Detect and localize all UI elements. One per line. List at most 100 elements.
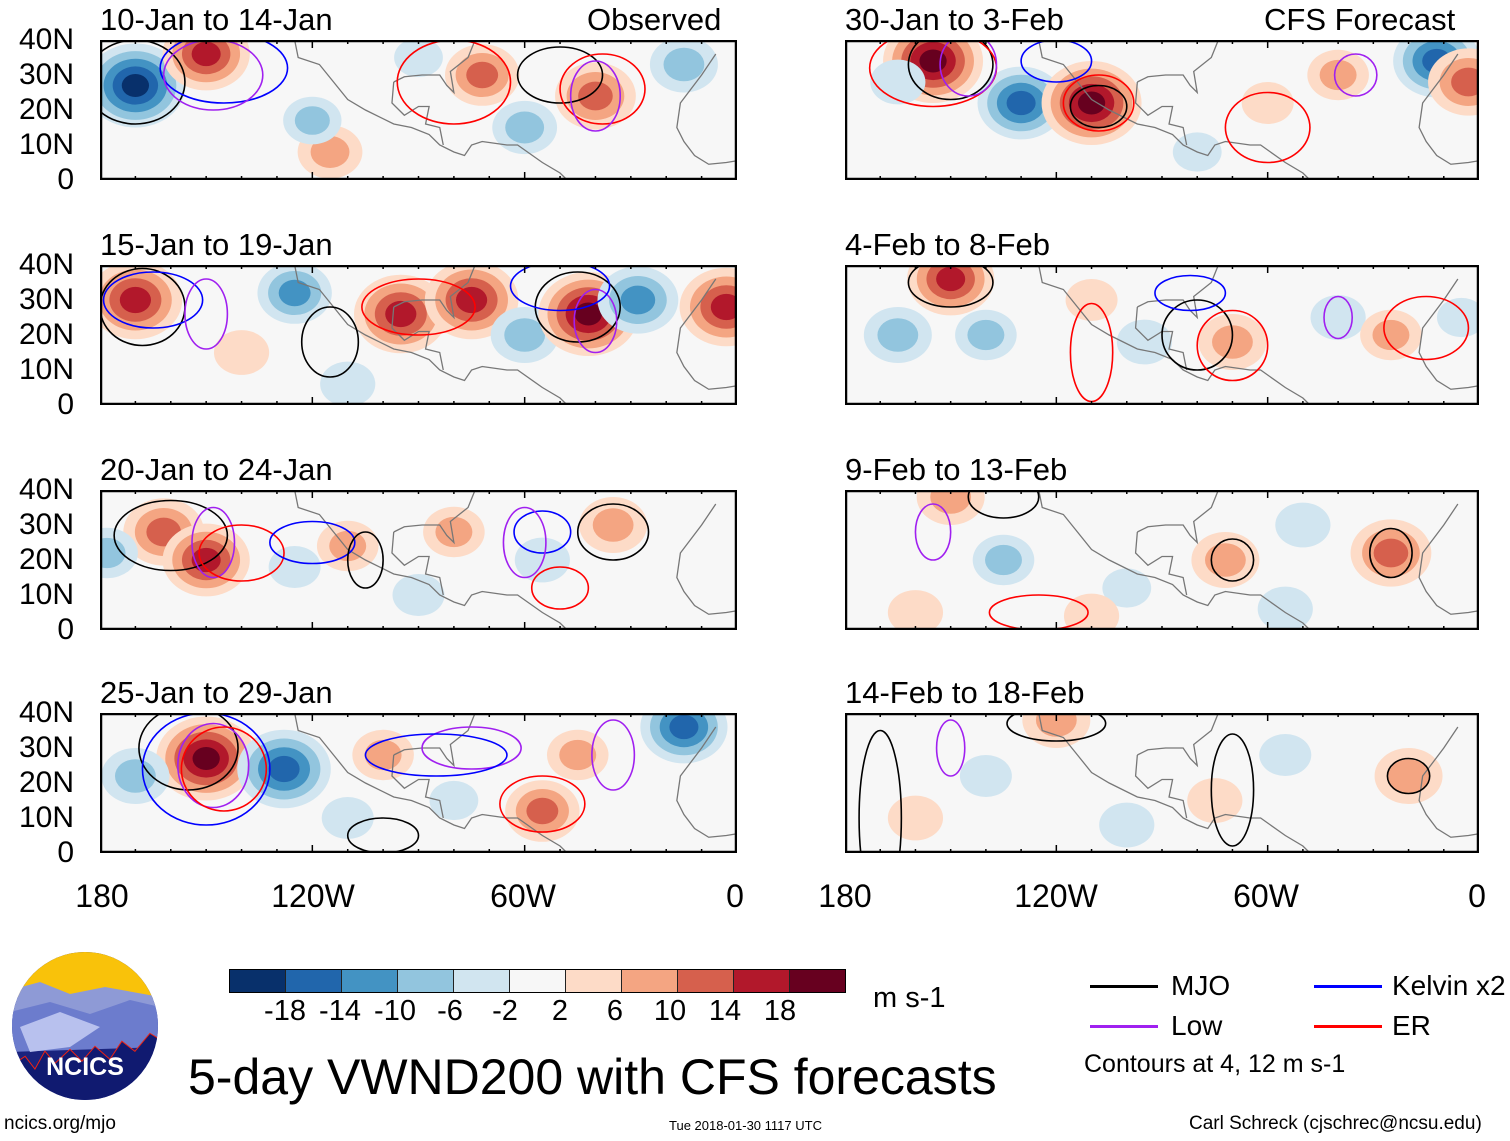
map-panel — [100, 265, 737, 405]
legend-label-low: Low — [1171, 1010, 1223, 1041]
coastline — [1134, 306, 1188, 371]
contour-note: Contours at 4, 12 m s-1 — [1084, 1050, 1346, 1078]
low-contour — [569, 60, 622, 132]
legend-line-er — [1314, 1025, 1382, 1028]
anomaly-fill — [887, 795, 944, 841]
er-contour — [198, 524, 285, 582]
colorbar-tick-label: -18 — [264, 995, 306, 1027]
colorbar-swatch — [790, 970, 845, 992]
coastline — [1134, 754, 1188, 819]
mjo-contour — [967, 490, 1040, 519]
coastline — [1038, 490, 1311, 630]
coastline — [676, 726, 737, 838]
coastline — [1038, 713, 1311, 853]
anomaly-fill — [936, 266, 966, 292]
anomaly-fill — [710, 293, 737, 321]
anomaly-fill — [268, 546, 321, 588]
mjo-contour — [858, 729, 903, 853]
coastline — [1038, 265, 1311, 405]
map-panel — [845, 490, 1479, 630]
anomaly-fill — [1319, 59, 1357, 91]
y-tick-label: 30N — [18, 508, 74, 541]
mjo-contour — [138, 713, 239, 791]
low-contour — [1323, 295, 1353, 340]
footer-url[interactable]: ncics.org/mjo — [4, 1113, 116, 1134]
y-tick-label: 10N — [18, 801, 74, 834]
kelvin-contour — [1020, 40, 1093, 83]
low-contour — [184, 278, 229, 350]
anomaly-fill — [321, 797, 374, 839]
y-tick-label: 30N — [18, 731, 74, 764]
y-tick-label: 0 — [57, 163, 74, 196]
anomaly-fill — [1373, 538, 1409, 568]
anomaly-fill — [121, 74, 150, 97]
y-tick-label: 40N — [18, 473, 74, 506]
low-contour — [939, 40, 998, 97]
colorbar-swatch — [342, 970, 398, 992]
ncics-logo: NCICS — [12, 952, 158, 1100]
y-tick-label: 20N — [18, 318, 74, 351]
kelvin-contour — [102, 271, 204, 329]
anomaly-fill — [669, 714, 699, 740]
y-tick-label: 30N — [18, 283, 74, 316]
mjo-contour — [100, 40, 186, 125]
coastline — [294, 40, 568, 180]
anomaly-fill — [320, 361, 376, 405]
anomaly-fill — [392, 574, 445, 616]
anomaly-fill — [385, 300, 417, 328]
low-contour — [1333, 53, 1378, 97]
x-tick-left-180: 180 — [75, 878, 129, 914]
coastline — [1418, 53, 1479, 165]
colorbar-swatch — [622, 970, 678, 992]
anomaly-fill — [119, 286, 151, 314]
column-label-observed: Observed — [587, 2, 722, 37]
er-contour — [396, 40, 512, 125]
low-contour — [421, 726, 522, 770]
mjo-contour — [346, 817, 420, 853]
colorbar-tick-label: -2 — [492, 995, 518, 1027]
anomaly-fill — [213, 330, 270, 375]
colorbar-swatch — [398, 970, 454, 992]
anomaly-fill — [526, 797, 559, 825]
coastline — [1038, 40, 1311, 180]
colorbar-swatch — [566, 970, 622, 992]
anomaly-fill — [268, 755, 300, 783]
y-tick-label: 10N — [18, 353, 74, 386]
column-label-forecast: CFS Forecast — [1264, 2, 1456, 37]
coastline — [1418, 278, 1479, 390]
er-contour — [1062, 74, 1135, 132]
coastline — [393, 265, 476, 320]
x-tick-left-120w: 120W — [271, 878, 355, 914]
anomaly-fill — [1187, 778, 1243, 823]
mjo-contour — [576, 503, 650, 561]
coastline — [1137, 713, 1219, 768]
figure-title: 5-day VWND200 with CFS forecasts — [188, 1049, 997, 1105]
colorbar-tick-label: 6 — [606, 995, 624, 1027]
colorbar-tick-label: 10 — [653, 995, 687, 1027]
panel-title: 14-Feb to 18-Feb — [845, 675, 1085, 710]
map-panel — [845, 40, 1479, 180]
map-panel — [100, 40, 737, 180]
legend-line-kelvin — [1314, 985, 1382, 988]
mjo-contour — [1210, 733, 1255, 847]
panel-title: 4-Feb to 8-Feb — [845, 227, 1051, 262]
footer-timestamp: Tue 2018-01-30 1117 UTC — [669, 1118, 822, 1133]
colorbar-swatch — [454, 970, 510, 992]
mjo-contour — [113, 499, 229, 572]
mjo-contour — [1161, 299, 1234, 371]
kelvin-contour — [141, 713, 271, 826]
y-tick-label: 30N — [18, 58, 74, 91]
mjo-contour — [1386, 757, 1431, 795]
coastline — [676, 278, 737, 390]
units-label: m s-1 — [873, 982, 946, 1014]
er-contour — [559, 53, 646, 125]
panel-title: 15-Jan to 19-Jan — [100, 227, 333, 262]
anomaly-fill — [505, 111, 545, 144]
anomaly-fill — [1006, 90, 1036, 116]
coastline — [1134, 81, 1188, 146]
coastline — [1418, 726, 1479, 838]
x-tick-right-120w: 120W — [1014, 878, 1098, 914]
colorbar-tick-label: 2 — [551, 995, 569, 1027]
y-tick-label: 40N — [18, 696, 74, 729]
